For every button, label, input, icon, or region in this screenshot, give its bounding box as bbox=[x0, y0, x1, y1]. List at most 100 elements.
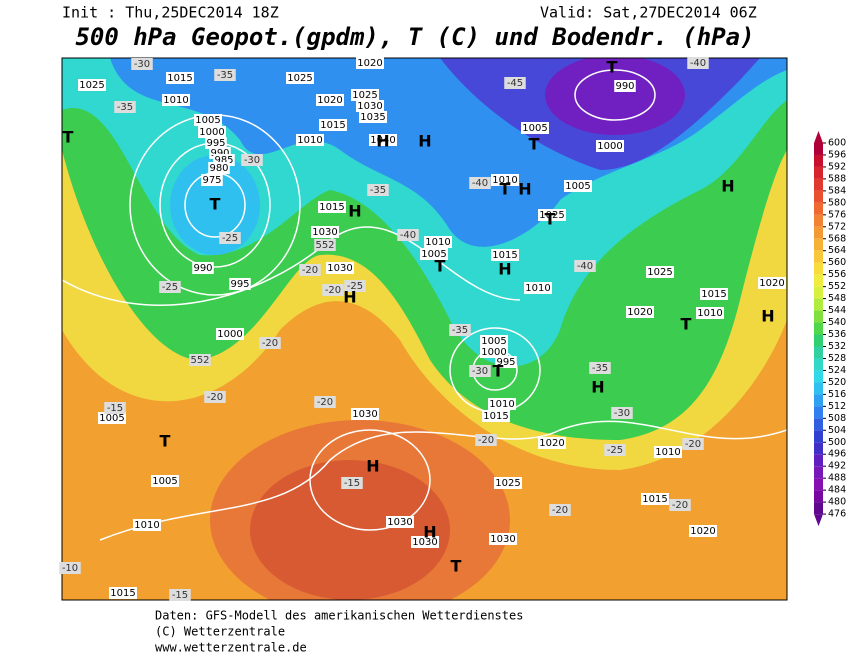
colorbar-label: 576 bbox=[828, 209, 846, 220]
pressure-label: 1030 bbox=[490, 534, 515, 545]
pressure-label-box bbox=[201, 174, 223, 186]
pressure-center: T bbox=[63, 128, 74, 147]
pressure-label: 1015 bbox=[110, 588, 135, 599]
temperature-label: -40 bbox=[472, 178, 488, 189]
colorbar-label: 584 bbox=[828, 185, 846, 196]
pressure-label: 1020 bbox=[627, 307, 652, 318]
pressure-label: 985 bbox=[214, 155, 233, 166]
temperature-label: -20 bbox=[672, 500, 688, 511]
pressure-label: 990 bbox=[210, 148, 229, 159]
temperature-label: -40 bbox=[400, 230, 416, 241]
low-core bbox=[170, 155, 260, 255]
pressure-label-box bbox=[491, 174, 519, 186]
colorbar-label: 600 bbox=[828, 138, 846, 149]
colorbar-label: 476 bbox=[828, 509, 846, 520]
colorbar-label: 520 bbox=[828, 377, 846, 388]
temperature-label-box bbox=[204, 391, 226, 403]
pressure-label: 1030 bbox=[387, 517, 412, 528]
colorbar-segment bbox=[814, 214, 823, 227]
pressure-label-box bbox=[524, 282, 552, 294]
pressure-label-box bbox=[162, 94, 190, 106]
temperature-label-box bbox=[59, 562, 81, 574]
temperature-label: -15 bbox=[344, 478, 360, 489]
temperature-label: -40 bbox=[690, 58, 706, 69]
pressure-label: 1030 bbox=[357, 101, 382, 112]
pressure-label-box bbox=[356, 57, 384, 69]
temperature-label: -35 bbox=[452, 325, 468, 336]
temperature-label: -35 bbox=[370, 185, 386, 196]
pressure-label: 1010 bbox=[134, 520, 159, 531]
pressure-label: 1005 bbox=[421, 249, 446, 260]
pressure-label: 995 bbox=[230, 279, 249, 290]
colorbar-label: 484 bbox=[828, 485, 846, 496]
pressure-center: T bbox=[681, 315, 692, 334]
colorbar-segment bbox=[814, 322, 823, 335]
pressure-label: 1015 bbox=[320, 120, 345, 131]
colorbar-segment bbox=[814, 358, 823, 371]
colorbar-label: 568 bbox=[828, 233, 846, 244]
temperature-label-box bbox=[169, 589, 191, 601]
pressure-label-box bbox=[311, 226, 339, 238]
pressure-center: H bbox=[366, 457, 379, 476]
colorbar-segment bbox=[814, 202, 823, 215]
temperature-label: -20 bbox=[302, 265, 318, 276]
temperature-label-box bbox=[397, 229, 419, 241]
pressure-label: 1010 bbox=[163, 95, 188, 106]
temperature-label-box bbox=[574, 260, 596, 272]
footer-copyright: (C) Wetterzentrale bbox=[155, 625, 285, 639]
pressure-label-box bbox=[420, 248, 448, 260]
purple-core bbox=[545, 58, 685, 135]
pressure-label: 1010 bbox=[297, 135, 322, 146]
pressure-label: 1025 bbox=[287, 73, 312, 84]
pressure-label: 1000 bbox=[597, 141, 622, 152]
colorbar-segment bbox=[814, 490, 823, 503]
pressure-label-box bbox=[318, 201, 346, 213]
pressure-label: 1005 bbox=[99, 413, 124, 424]
colorbar-segment bbox=[814, 226, 823, 239]
pressure-label-box bbox=[319, 119, 347, 131]
colorbar-segment bbox=[814, 298, 823, 311]
pressure-label: 1025 bbox=[495, 478, 520, 489]
pressure-label: 990 bbox=[615, 81, 634, 92]
valid-time: Valid: Sat,27DEC2014 06Z bbox=[540, 4, 757, 22]
pressure-label-box bbox=[488, 398, 516, 410]
pressure-label: 995 bbox=[496, 357, 515, 368]
pressure-label-box bbox=[356, 100, 384, 112]
pressure-label: 990 bbox=[193, 263, 212, 274]
colorbar-segment bbox=[814, 406, 823, 419]
pressure-label-box bbox=[351, 89, 379, 101]
temperature-label: -35 bbox=[117, 102, 133, 113]
temperature-label-box bbox=[682, 438, 704, 450]
temperature-label-box bbox=[687, 57, 709, 69]
colorbar-label: 532 bbox=[828, 341, 846, 352]
pressure-label-box bbox=[229, 278, 251, 290]
pressure-label-box bbox=[386, 516, 414, 528]
temperature-label-box bbox=[604, 444, 626, 456]
colorbar-cap-bottom bbox=[814, 514, 823, 527]
colorbar-label: 564 bbox=[828, 245, 846, 256]
temperature-label: -45 bbox=[507, 78, 523, 89]
temperature-label: -30 bbox=[614, 408, 630, 419]
pressure-label: 1015 bbox=[167, 73, 192, 84]
pressure-label: 1020 bbox=[759, 278, 784, 289]
pressure-center: T bbox=[435, 257, 446, 276]
temperature-label: -10 bbox=[62, 563, 78, 574]
contour-label-box bbox=[189, 354, 211, 366]
colorbar-label: 500 bbox=[828, 437, 846, 448]
pressure-label-box bbox=[689, 525, 717, 537]
pressure-center: T bbox=[451, 557, 462, 576]
temperature-label-box bbox=[589, 362, 611, 374]
pressure-label-box bbox=[596, 140, 624, 152]
temperature-label: -20 bbox=[317, 397, 333, 408]
temperature-label: -20 bbox=[325, 285, 341, 296]
colorbar-segment bbox=[814, 454, 823, 467]
temperature-label: -30 bbox=[134, 59, 150, 70]
pressure-label-box bbox=[482, 410, 510, 422]
temperature-label: -20 bbox=[207, 392, 223, 403]
temperature-label-box bbox=[669, 499, 691, 511]
colorbar-label: 580 bbox=[828, 197, 846, 208]
pressure-label: 1025 bbox=[79, 80, 104, 91]
temperature-label: -25 bbox=[222, 233, 238, 244]
pressure-label-box bbox=[109, 587, 137, 599]
pressure-label-box bbox=[316, 94, 344, 106]
